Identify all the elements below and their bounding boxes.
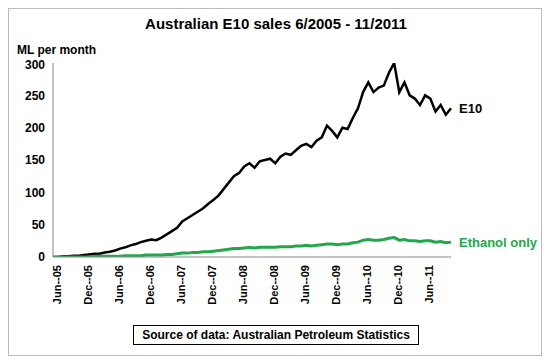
svg-text:Jun--08: Jun--08 [237, 265, 249, 304]
svg-text:Dec--06: Dec--06 [144, 265, 156, 305]
svg-text:Ethanol only: Ethanol only [459, 235, 538, 250]
svg-text:Jun--10: Jun--10 [361, 265, 373, 304]
svg-text:Jun--11: Jun--11 [423, 265, 435, 304]
svg-text:250: 250 [25, 89, 45, 103]
svg-text:Dec--05: Dec--05 [82, 265, 94, 305]
svg-text:200: 200 [25, 121, 45, 135]
svg-text:150: 150 [25, 153, 45, 167]
svg-text:Jun--06: Jun--06 [113, 265, 125, 304]
svg-text:Dec--08: Dec--08 [268, 265, 280, 305]
svg-text:Dec--09: Dec--09 [330, 265, 342, 305]
svg-text:E10: E10 [459, 101, 482, 116]
svg-text:Jun--05: Jun--05 [51, 265, 63, 304]
svg-text:0: 0 [38, 250, 45, 264]
svg-text:300: 300 [25, 58, 45, 72]
html-text:ML per month: ML per month [17, 43, 97, 57]
svg-text:Dec--10: Dec--10 [392, 265, 404, 305]
html-text:Source of data: Australian Pet: Source of data: Australian Petroleum Sta… [142, 328, 410, 342]
svg-text:Jun--07: Jun--07 [175, 265, 187, 304]
svg-text:Dec--07: Dec--07 [206, 265, 218, 305]
html-text:Australian E10 sales 6/2005 -: Australian E10 sales 6/2005 - 11/2011 [145, 15, 407, 32]
svg-text:Jun--09: Jun--09 [299, 265, 311, 304]
svg-text:50: 50 [32, 218, 46, 232]
svg-text:100: 100 [25, 186, 45, 200]
